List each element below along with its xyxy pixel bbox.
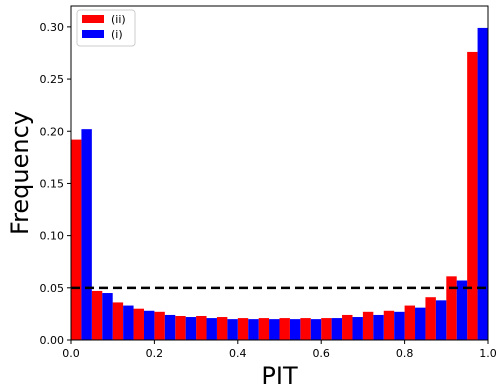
bar-i-bin-0 [81, 129, 92, 340]
y-tick-label: 0.05 [40, 282, 65, 295]
bar-ii-bin-10 [279, 318, 290, 340]
bar-ii-bin-6 [196, 315, 207, 340]
y-tick-label: 0.20 [40, 125, 65, 138]
legend-label: (ii) [111, 13, 126, 26]
y-tick-label: 0.10 [40, 230, 65, 243]
bar-ii-bin-13 [342, 314, 353, 340]
x-tick-label: 1.0 [479, 347, 496, 360]
bar-ii-bin-4 [154, 311, 165, 340]
x-tick-label: 0.0 [62, 347, 80, 360]
bar-ii-bin-14 [362, 311, 374, 340]
bar-ii-bin-8 [237, 318, 249, 340]
bar-i-bin-17 [435, 300, 447, 340]
x-tick-label: 0.4 [229, 347, 247, 360]
bar-ii-bin-11 [300, 318, 311, 340]
bar-ii-bin-18 [446, 276, 457, 340]
bar-i-bin-9 [269, 319, 280, 340]
y-tick-label: 0.30 [40, 21, 65, 34]
bar-i-bin-13 [352, 317, 363, 340]
bars-layer [71, 27, 488, 341]
bar-i-bin-6 [206, 318, 217, 340]
legend-swatch [82, 30, 104, 38]
y-tick-label: 0.25 [40, 73, 65, 86]
bar-i-bin-1 [102, 293, 113, 340]
bar-ii-bin-1 [91, 290, 103, 340]
bar-i-bin-12 [331, 318, 343, 340]
legend-label: (i) [111, 28, 123, 41]
bar-i-bin-16 [415, 307, 426, 340]
bar-i-bin-11 [310, 319, 322, 340]
bar-i-bin-3 [143, 310, 155, 340]
bar-i-bin-10 [289, 319, 301, 340]
bar-i-bin-19 [477, 27, 488, 340]
x-tick-label: 0.2 [146, 347, 164, 360]
x-axis-label: PIT [261, 362, 298, 390]
axes-layer: 0.0 0.2 0.4 0.6 0.8 1.0 0.00 0.05 0.10 0.15 0.20 0.… [40, 5, 496, 360]
bar-ii-bin-12 [321, 318, 332, 340]
bar-i-bin-18 [456, 280, 468, 340]
y-axis-label: Frequency [6, 111, 34, 235]
bar-ii-bin-7 [216, 317, 228, 340]
legend-swatch [82, 15, 104, 23]
bar-i-bin-5 [185, 317, 197, 340]
bar-i-bin-14 [373, 314, 384, 340]
bar-i-bin-7 [227, 319, 238, 340]
bar-i-bin-8 [248, 319, 259, 340]
bar-ii-bin-19 [467, 51, 478, 341]
bar-i-bin-15 [394, 311, 405, 340]
x-tick-label: 0.6 [312, 347, 330, 360]
bar-ii-bin-2 [112, 302, 124, 340]
bar-ii-bin-5 [175, 315, 186, 340]
legend: (ii) (i) [76, 9, 136, 47]
y-tick-label: 0.15 [40, 177, 65, 190]
bar-ii-bin-3 [133, 308, 144, 340]
bar-ii-bin-15 [383, 310, 395, 340]
bar-ii-bin-0 [71, 139, 82, 340]
x-tick-label: 0.8 [396, 347, 414, 360]
bar-ii-bin-17 [425, 297, 436, 340]
bar-ii-bin-9 [258, 318, 270, 340]
bar-ii-bin-16 [404, 305, 416, 340]
bar-i-bin-4 [164, 314, 176, 340]
plot-frame [70, 5, 489, 341]
y-tick-label: 0.00 [40, 334, 65, 347]
bar-i-bin-2 [123, 305, 134, 340]
